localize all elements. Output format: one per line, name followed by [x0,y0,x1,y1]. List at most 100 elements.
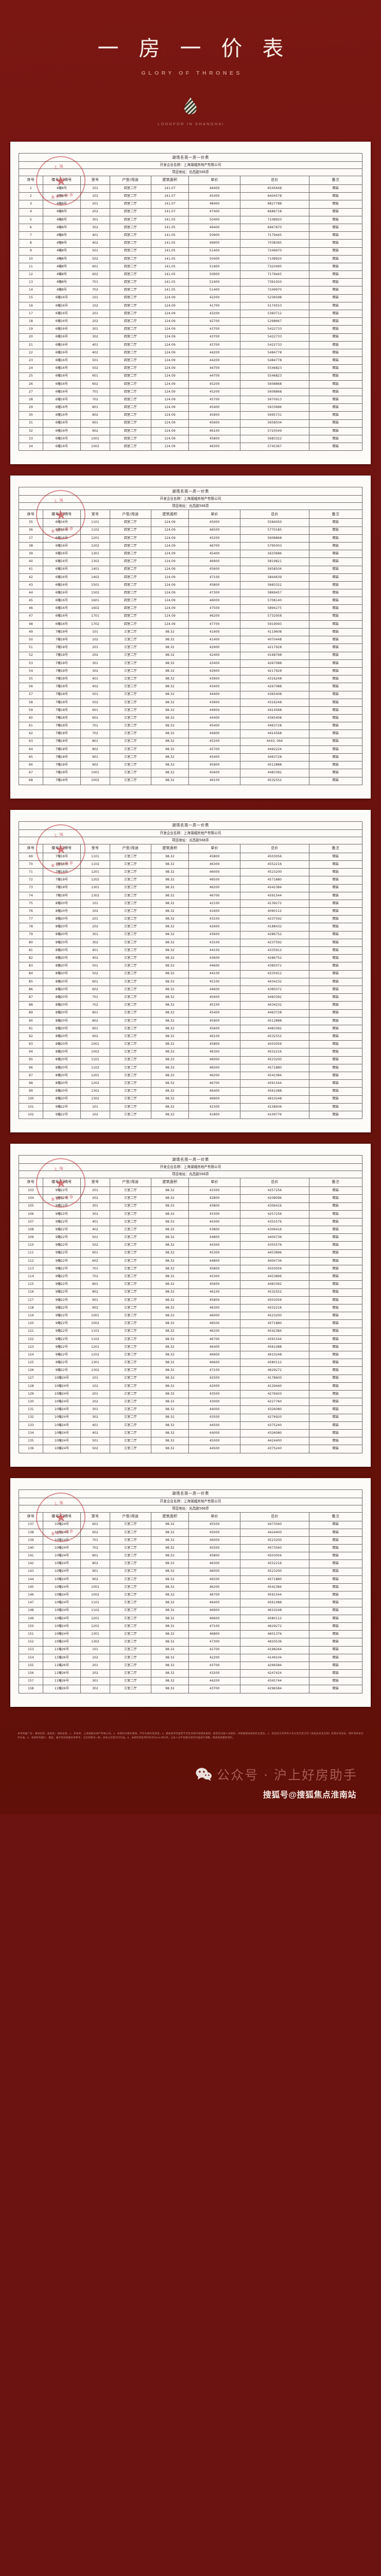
cell-1: 112 [19,1257,43,1266]
cell-8: 精装 [308,396,363,404]
cell-4: 四室二厅 [109,333,151,342]
cell-5: 98.32 [150,730,189,738]
table-row: 88 8幢20号 702 三室二厅 98.32 45100 4434232 精装 [19,1001,363,1010]
table-row: 6 4幢8号 302 四室二厅 141.05 49400 6967870 精装 [19,223,363,232]
cell-3: 101 [80,1103,110,1111]
cell-6: 42900 [188,667,241,676]
cell-8: 精装 [308,411,363,420]
cell-7: 5658504 [240,419,309,428]
cell-1: 149 [19,1614,43,1623]
cell-2: 9幢22号 [42,1366,81,1375]
table-title-row: 湖境名苑一房一价表 [19,1155,362,1164]
cell-6: 45600 [188,769,241,777]
cell-1: 15 [19,294,43,302]
cell-1: 92 [19,1032,43,1041]
cell-4: 四室二厅 [109,411,151,420]
cell-8: 精装 [308,769,363,777]
cell-1: 72 [19,876,43,885]
column-header-4: 户型/用途 [109,843,151,853]
cell-8: 精装 [308,1016,363,1025]
cell-1: 108 [19,1226,43,1234]
cell-5: 124.09 [150,403,189,412]
cell-8: 精装 [308,1087,363,1096]
cell-4: 三室二厅 [109,1249,151,1258]
cell-7: 4109776 [240,1110,309,1120]
cell-3: 602 [80,380,110,388]
cell-8: 精装 [308,852,363,861]
cell-3: 201 [80,1389,110,1399]
cell-2: 6幢16号 [42,427,81,436]
cell-6: 49900 [188,239,241,248]
cell-6: 43900 [188,698,241,707]
cell-4: 四室二厅 [109,526,151,535]
cell-8: 精装 [308,348,363,358]
cell-1: 19 [19,325,43,334]
cell-4: 三室二厅 [109,690,151,699]
cell-7: 4532552 [240,1032,309,1041]
table-row: 40 6幢16号 1302 四室二厅 124.09 46900 5819821 精装 [19,557,363,566]
cell-5: 98.32 [150,1575,189,1584]
cell-3: 1201 [80,1614,110,1623]
cell-6: 42500 [188,1374,241,1383]
cell-2: 6幢16号 [42,581,81,590]
cell-3: 401 [80,341,110,349]
cell-4: 三室二厅 [109,1382,151,1391]
cell-5: 98.32 [150,1622,189,1631]
cell-2: 10幢24号 [42,1398,81,1406]
cell-7: 4217928 [240,667,309,676]
table-row: 141 10幢24号 801 三室二厅 98.32 45800 4503056 精装 [19,1552,363,1561]
cell-5: 98.32 [150,1359,189,1367]
cell-1: 147 [19,1599,43,1607]
table-row: 125 9幢22号 1301 三室二厅 98.32 46600 4580112 精装 [19,1359,363,1367]
cell-6: 43500 [188,1389,241,1399]
cell-8: 精装 [308,1312,363,1320]
table-row: 12 4幢8号 602 四室二厅 141.05 50900 7179445 精装 [19,270,363,279]
table-address-row: 项目地址：光昌路568弄 [19,836,362,844]
cell-8: 精装 [308,993,363,1002]
cell-7: 4580112 [240,1359,309,1367]
cell-6: 42000 [188,1382,241,1391]
cell-5: 98.32 [150,651,189,660]
cell-8: 精装 [308,1389,363,1399]
cell-2: 8幢20号 [42,1056,81,1064]
cell-8: 精装 [308,1413,363,1422]
cell-5: 98.32 [150,1382,189,1391]
cell-2: 7幢18号 [42,706,81,715]
cell-1: 114 [19,1273,43,1281]
cell-1: 106 [19,1210,43,1218]
cell-8: 精装 [308,341,363,349]
cell-2: 8幢20号 [42,1009,81,1018]
cell-3: 1702 [80,620,110,629]
table-row: 123 9幢22号 1201 三室二厅 98.32 46400 4561088 精装 [19,1343,363,1352]
table-row: 71 7幢18号 1201 三室二厅 98.32 46000 4523200 精装 [19,868,363,877]
column-header-6: 单价 [188,176,241,185]
cell-5: 98.32 [150,1296,189,1304]
cell-7: 5683322 [240,581,309,590]
cell-2: 9幢22号 [42,1288,81,1297]
cell-5: 98.32 [150,659,189,668]
cell-6: 43900 [188,675,241,684]
cell-7: 4463728 [240,722,309,731]
cell-3: 201 [80,200,110,209]
cell-3: 801 [80,1280,110,1289]
cell-7: 4375240 [240,1445,309,1453]
cell-4: 四室二厅 [109,317,151,326]
cell-7: 4257256 [240,1210,309,1218]
table-row: 109 9幢22号 501 三室二厅 98.32 44800 4404736 精装 [19,1233,363,1242]
cell-2: 9幢22号 [42,1273,81,1281]
table-row: 52 7幢18号 202 三室二厅 98.32 42400 4168768 精装 [19,651,363,660]
cell-2: 8幢20号 [42,962,81,971]
cell-6: 41800 [188,1110,241,1120]
cell-4: 三室二厅 [109,675,151,684]
cell-7: 4463728 [240,1009,309,1018]
cell-1: 66 [19,761,43,770]
cell-2: 11幢26号 [42,1646,81,1654]
cell-6: 42700 [188,1646,241,1654]
cell-2: 7幢18号 [42,722,81,731]
cell-4: 三室二厅 [109,1241,151,1250]
cell-3: 901 [80,1567,110,1576]
scan-area: 上海 ★ 备案专用章 湖境名苑一房一价表 开发企业名称：上海湖威房地产有限公司 项目地址：… [19,1489,363,1693]
cell-7: 4453896 [240,1273,309,1281]
cell-8: 精装 [308,930,363,939]
column-header-7: 总价 [240,843,309,853]
